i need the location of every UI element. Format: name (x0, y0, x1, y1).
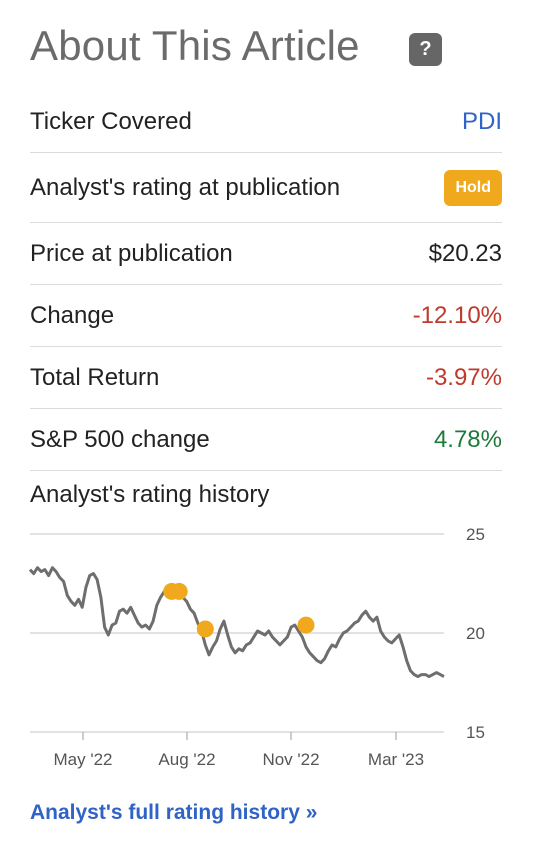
ticker-label: Ticker Covered (30, 108, 192, 135)
total-return-label: Total Return (30, 363, 160, 391)
y-tick-label: 20 (466, 624, 485, 643)
row-rating: Analyst's rating at publication Hold (30, 153, 502, 223)
rating-label: Analyst's rating at publication (30, 173, 341, 201)
hold-badge: Hold (444, 169, 502, 206)
rating-history-chart: 25 20 15 May '22 Aug '22 Nov '22 Mar '23 (28, 525, 485, 769)
row-total-return: Total Return -3.97% (30, 347, 502, 409)
row-change: Change -12.10% (30, 285, 502, 347)
page-title: About This Article (30, 22, 360, 69)
rating-marker[interactable] (297, 616, 315, 634)
change-value: -12.10% (412, 301, 502, 329)
rating-marker[interactable] (196, 620, 214, 638)
article-title: About This Article (30, 20, 360, 72)
x-tick-label: May '22 (54, 750, 113, 769)
y-tick-label: 15 (466, 723, 485, 742)
sp500-label: S&P 500 change (30, 425, 210, 453)
price-label: Price at publication (30, 239, 233, 267)
x-tick-label: Nov '22 (262, 750, 319, 769)
sp500-value: 4.78% (433, 425, 502, 453)
change-label: Change (30, 301, 115, 329)
row-sp500: S&P 500 change 4.78% (30, 409, 502, 471)
rating-history-title: Analyst's rating history (30, 481, 270, 508)
x-tick-label: Aug '22 (158, 750, 215, 769)
y-tick-label: 25 (466, 525, 485, 544)
x-tick-label: Mar '23 (368, 750, 424, 769)
article-details: Ticker Covered PDI Analyst's rating at p… (30, 92, 502, 471)
price-line (28, 566, 445, 679)
total-return-value: -3.97% (425, 363, 502, 391)
rating-marker[interactable] (170, 582, 188, 600)
row-price: Price at publication $20.23 (30, 223, 502, 285)
help-icon[interactable]: ? (409, 33, 442, 66)
ticker-link[interactable]: PDI (461, 108, 502, 135)
full-rating-history-link[interactable]: Analyst's full rating history » (30, 801, 318, 824)
row-ticker: Ticker Covered PDI (30, 92, 502, 153)
price-value: $20.23 (428, 239, 502, 267)
